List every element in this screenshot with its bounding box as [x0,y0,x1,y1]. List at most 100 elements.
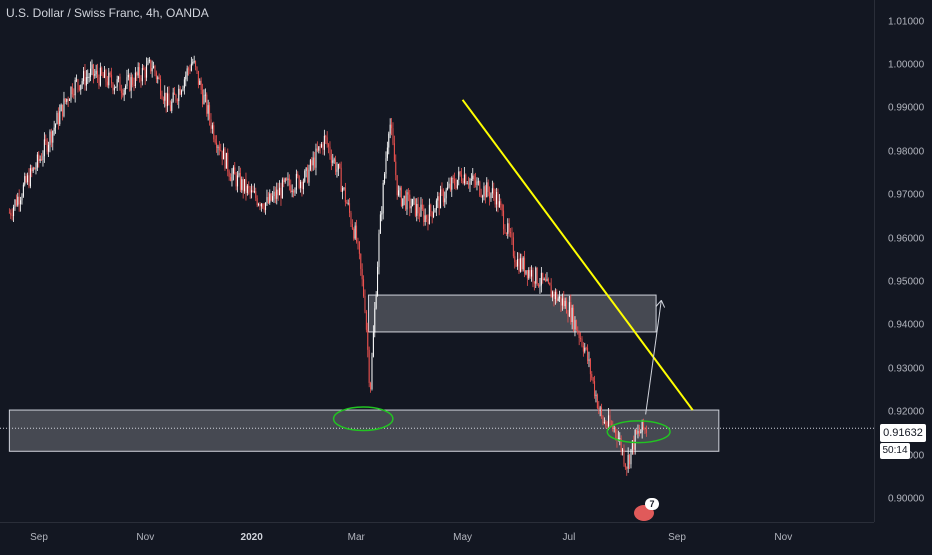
candle-down [400,187,402,206]
candle-down [606,425,608,427]
candle-down [461,174,463,181]
candle-down [188,68,190,70]
candle-down [518,258,520,272]
candle-up [634,429,636,450]
candle-down [438,196,440,209]
projection-arrow-head [660,300,666,308]
candle-down [314,157,316,168]
highlight-ellipse [332,406,394,432]
zones-layer [0,294,874,452]
candle-down [358,241,360,254]
candle-up [466,183,468,185]
candle-down [609,415,611,425]
candle-down [8,212,10,214]
candle-down [503,210,505,230]
candle-down [38,154,40,162]
x-tick-label: Nov [774,532,793,543]
candle-down [288,178,290,186]
candle-up [486,182,488,198]
candle-down [326,137,328,145]
candle-up [232,167,234,174]
candle-up [416,204,418,216]
candle-down [351,224,353,229]
candle-down [234,167,236,175]
candle-down [363,279,365,297]
candle-up [412,198,414,207]
candle-up [312,157,314,166]
candle-down [605,421,607,426]
candle-up [17,196,19,206]
candle-up [95,70,97,75]
candle-up [456,179,458,189]
candle-down [514,256,516,263]
candle-down [97,70,99,78]
candle-up [444,198,446,203]
candle-down [235,174,237,187]
candle-down [553,291,555,300]
candle-up [291,190,293,193]
candle-down [479,181,481,196]
candle-up [336,169,338,172]
candle-up [332,160,334,163]
candle-up [496,192,498,205]
candle-down [311,160,313,166]
candle-down [392,128,394,144]
candle-down [489,191,491,199]
candle-up [302,181,304,190]
candle-down [195,61,197,67]
candle-down [442,190,444,203]
candle-down [297,173,299,177]
candle-up [559,296,561,299]
candle-down [538,284,540,287]
candle-up [300,182,302,188]
events-count-badge[interactable]: 7 [645,498,659,510]
candle-down [259,204,261,207]
candle-down [112,83,114,91]
price-axis[interactable] [874,0,932,522]
candle-up [60,104,62,112]
candle-down [391,124,393,129]
candle-down [168,93,170,106]
candle-down [350,212,352,225]
candle-down [46,140,48,152]
candle-down [73,94,75,96]
candle-up [88,76,90,78]
candle-down [468,183,470,185]
candle-down [109,72,111,75]
candle-up [186,68,188,76]
candle-up [167,93,169,107]
candle-down [364,296,366,312]
candle-down [542,272,544,280]
candle-up [295,173,297,190]
candle-up [29,168,31,187]
candle-down [209,105,211,120]
candle-up [631,440,633,450]
candle-up [399,187,401,191]
candle-up [20,200,22,205]
candle-up [381,213,383,215]
candle-down [122,92,124,96]
candle-up [22,184,24,197]
candle-up [347,203,349,205]
candle-down [602,416,604,424]
time-axis[interactable] [0,522,874,551]
candle-up [69,99,71,101]
candle-up [164,92,166,101]
candle-down [111,74,113,84]
candle-up [528,270,530,279]
candle-down [220,150,222,152]
candle-up [185,75,187,80]
candle-up [258,204,260,206]
candle-down [322,144,324,150]
candle-up [204,94,206,96]
candle-up [531,270,533,277]
candle-up [238,172,240,176]
candle-down [575,320,577,331]
candle-up [104,70,106,78]
candle-down [452,177,454,180]
candle-down [154,65,156,73]
candle-down [638,431,640,434]
candle-down [274,191,276,199]
